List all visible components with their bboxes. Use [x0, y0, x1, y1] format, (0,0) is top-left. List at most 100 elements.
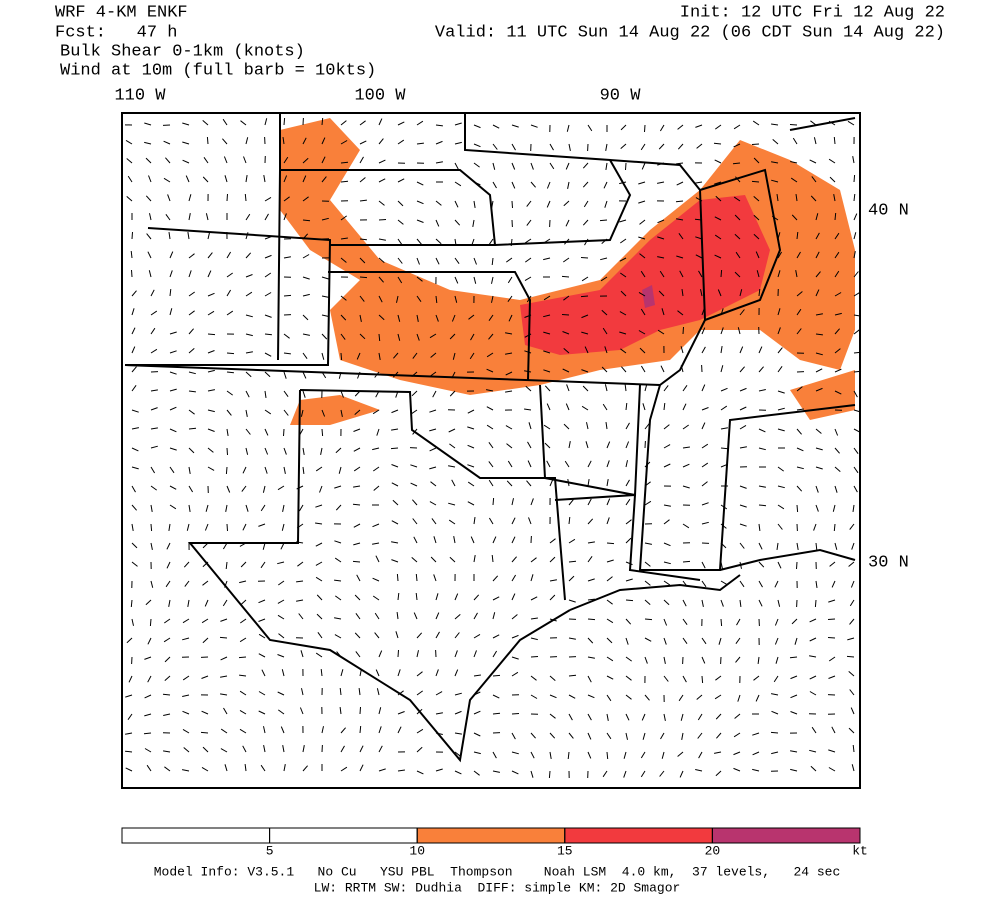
- wind-barb: [488, 314, 494, 321]
- wind-barb: [223, 156, 228, 164]
- coastline: [569, 574, 741, 611]
- map-frame: [121, 112, 861, 789]
- wind-barb: [278, 709, 285, 715]
- wind-barb: [720, 365, 724, 373]
- wind-barb: [354, 594, 361, 601]
- wind-barb: [169, 388, 177, 392]
- wind-barb: [245, 213, 251, 221]
- wind-barb: [131, 523, 134, 531]
- wind-barb: [321, 295, 329, 298]
- wind-barb: [278, 633, 285, 639]
- wind-barb: [809, 691, 817, 696]
- wind-barb: [548, 770, 551, 779]
- wind-barb: [321, 428, 324, 437]
- wind-barb: [226, 523, 228, 532]
- init-time: Init: 12 UTC Fri 12 Aug 22: [680, 3, 945, 22]
- wind-barb: [448, 519, 456, 525]
- wind-barb: [378, 314, 385, 321]
- wind-barb: [561, 275, 570, 278]
- wind-barb: [638, 236, 646, 240]
- wind-barb: [393, 352, 399, 359]
- wind-barb: [511, 770, 519, 775]
- wind-barb: [505, 390, 513, 393]
- wind-barb: [353, 542, 361, 546]
- wind-barb: [511, 713, 520, 715]
- wind-barb: [739, 504, 747, 508]
- wind-barb: [549, 751, 552, 759]
- wind-barb: [511, 517, 516, 525]
- wind-barb: [771, 161, 779, 164]
- wind-barb: [245, 314, 253, 318]
- wind-barb: [264, 314, 272, 318]
- wind-barb: [188, 371, 196, 375]
- wind-barb: [587, 637, 594, 644]
- wind-barb: [587, 732, 592, 740]
- wind-barb: [150, 407, 158, 411]
- wind-barb: [663, 424, 670, 430]
- wind-barb: [833, 136, 836, 145]
- wind-barb: [771, 693, 779, 696]
- wind-barb: [435, 140, 443, 145]
- wind-barb: [264, 428, 269, 436]
- wind-barb: [486, 352, 494, 358]
- wind-barb: [280, 542, 285, 550]
- wind-barb: [682, 599, 687, 607]
- wind-barb: [378, 726, 382, 734]
- wind-barb: [429, 466, 437, 470]
- wind-barb: [492, 181, 497, 189]
- wind-barb: [225, 466, 228, 475]
- wind-barb: [851, 542, 855, 550]
- wind-barb: [679, 770, 684, 778]
- wind-barb: [568, 143, 571, 151]
- wind-barb: [144, 122, 152, 126]
- wind-barb: [625, 732, 628, 740]
- wind-barb: [283, 294, 292, 297]
- wind-barb: [164, 618, 171, 624]
- wind-barb: [660, 365, 665, 373]
- wind-barb: [433, 574, 437, 582]
- wind-barb: [359, 725, 362, 734]
- wind-barb: [277, 485, 285, 491]
- wind-barb: [263, 175, 266, 183]
- wind-barb: [715, 124, 722, 130]
- wind-barb: [205, 213, 209, 221]
- wind-barb: [283, 466, 286, 474]
- wind-barb: [815, 313, 823, 316]
- lon-label: 100 W: [354, 86, 406, 105]
- wind-barb: [391, 541, 399, 544]
- wind-barb: [150, 445, 158, 449]
- wind-barb: [602, 327, 608, 335]
- wind-barb: [758, 542, 763, 550]
- wind-barb: [131, 290, 137, 297]
- wind-barb: [605, 422, 608, 430]
- wind-barb: [416, 257, 420, 265]
- colorbar-unit: kt: [852, 843, 868, 858]
- wind-barb: [373, 485, 380, 491]
- wind-barb: [587, 518, 594, 525]
- wind-barb: [720, 427, 728, 430]
- wind-barb: [700, 289, 703, 297]
- wind-barb: [375, 555, 380, 563]
- wind-barb: [321, 333, 328, 340]
- wind-barb: [815, 368, 823, 373]
- wind-barb: [396, 612, 399, 620]
- wind-barb: [283, 371, 287, 379]
- wind-barb: [809, 675, 817, 680]
- wind-barb: [834, 428, 839, 436]
- wind-barb: [834, 390, 842, 395]
- wind-barb: [492, 612, 496, 620]
- wind-barb: [225, 504, 228, 512]
- wind-barb: [641, 162, 646, 170]
- wind-barb: [619, 219, 627, 223]
- wind-barb: [372, 595, 380, 601]
- wind-barb: [359, 276, 368, 279]
- wind-barb: [563, 423, 570, 430]
- footer-line: LW: RRTM SW: Dudhia DIFF: simple KM: 2D …: [314, 880, 681, 895]
- wind-barb: [848, 727, 855, 734]
- wind-barb: [145, 157, 152, 164]
- wind-barb: [568, 516, 571, 525]
- wind-barb: [397, 314, 401, 322]
- wind-barb: [454, 257, 460, 264]
- wind-barb: [435, 593, 439, 601]
- wind-barb: [567, 751, 570, 760]
